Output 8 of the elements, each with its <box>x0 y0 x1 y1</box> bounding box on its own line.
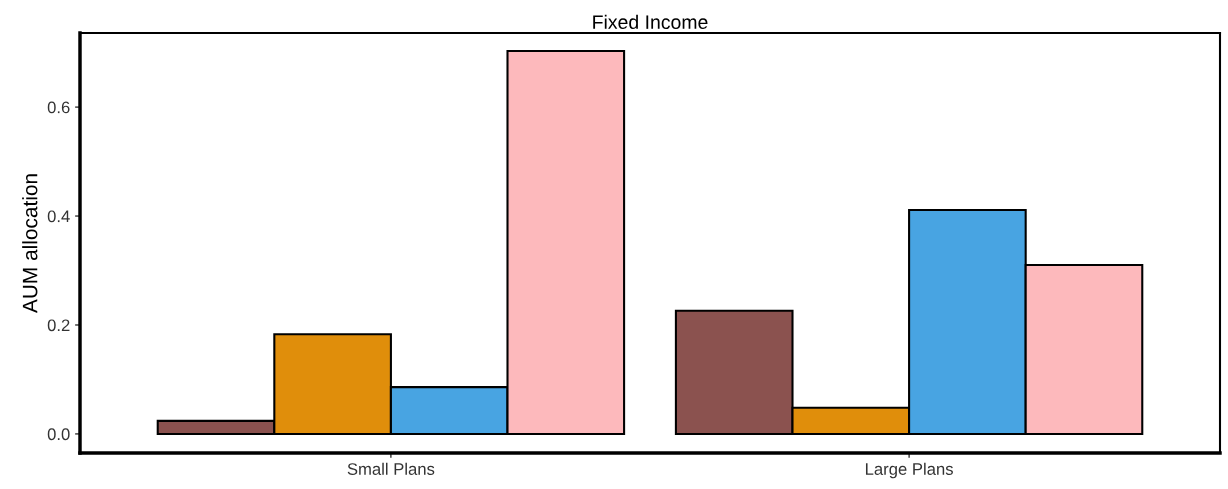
x-tick-label: Small Plans <box>347 462 435 475</box>
y-axis-title: AUM allocation <box>22 174 38 314</box>
y-tick-label: 0.6 <box>47 101 70 114</box>
y-tick-label: 0.4 <box>47 210 70 223</box>
y-tick-label: 0.0 <box>47 428 70 441</box>
chart-title: Fixed Income <box>593 14 708 30</box>
y-tick-label: 0.2 <box>47 319 70 332</box>
x-tick-label: Large Plans <box>865 462 953 479</box>
